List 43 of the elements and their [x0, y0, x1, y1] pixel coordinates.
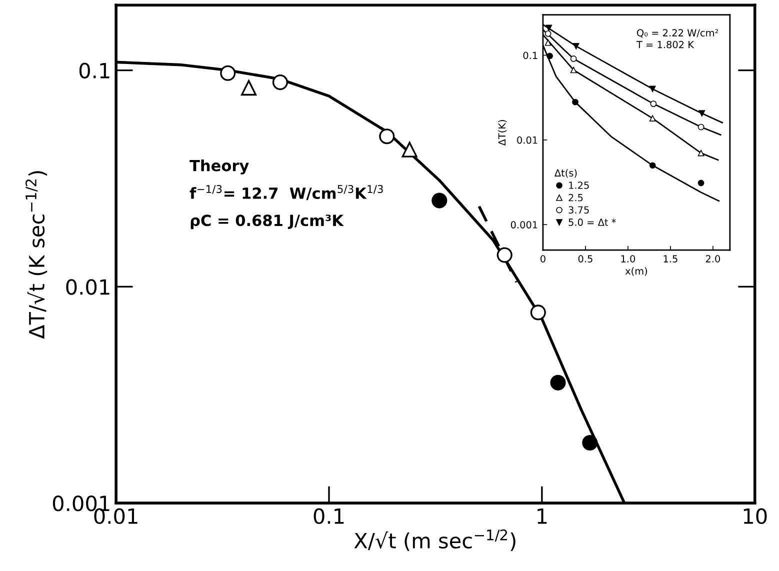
point — [570, 56, 577, 62]
point — [650, 100, 657, 108]
y-axis-title: ΔT/√t (K sec$^{−1/2}$) — [26, 171, 48, 339]
annotation: ρC = 0.681 J/cm³K — [190, 214, 344, 230]
point — [698, 150, 704, 156]
point — [698, 110, 706, 117]
x-axis-title: X/√t (m sec$^{−1/2}$) — [354, 529, 516, 551]
point — [546, 24, 552, 32]
legend-label: 2.5 — [568, 194, 583, 202]
x-tick-label: 1 — [538, 508, 547, 524]
point — [698, 180, 704, 186]
point — [572, 42, 580, 50]
annotation: Theory — [190, 160, 249, 174]
legend-label: 3.75 — [568, 206, 589, 214]
y-tick-label: 0.01 — [517, 136, 538, 144]
y-tick-label: 0.01 — [66, 279, 110, 295]
y-tick-label: 0.1 — [79, 62, 110, 78]
annotation: f$^{−1/3}$= 12.7 W/cm$^{5/3}$K$^{1/3}$ — [190, 184, 383, 200]
legend-label: 5.0 = Δt * — [568, 218, 616, 226]
y-tick-label: 0.1 — [523, 52, 538, 60]
x-tick-label: 10 — [744, 508, 767, 524]
point — [649, 86, 656, 92]
point — [546, 52, 553, 60]
point — [698, 124, 704, 130]
x-tick-label: 1.0 — [621, 255, 636, 262]
y-tick-label: 0.001 — [510, 221, 538, 228]
point — [570, 66, 577, 74]
point — [544, 39, 552, 46]
x-tick-label: 0.5 — [578, 255, 592, 262]
y-axis-title: ΔT(K) — [498, 120, 507, 146]
annotation: T = 1.802 K — [636, 40, 694, 48]
x-tick-label: 0.1 — [314, 508, 344, 524]
legend-label: 1.25 — [569, 182, 589, 189]
legend-title: Δt(s) — [554, 169, 577, 178]
x-tick-label: 2.0 — [706, 255, 720, 262]
point — [572, 98, 578, 106]
point — [649, 162, 656, 169]
x-tick-label: 0 — [540, 255, 546, 262]
point — [649, 115, 656, 122]
point — [544, 30, 552, 37]
x-tick-label: 1.5 — [664, 255, 678, 262]
x-axis-title: x(m) — [625, 267, 648, 276]
annotation: Q₀ = 2.22 W/cm² — [636, 29, 718, 38]
